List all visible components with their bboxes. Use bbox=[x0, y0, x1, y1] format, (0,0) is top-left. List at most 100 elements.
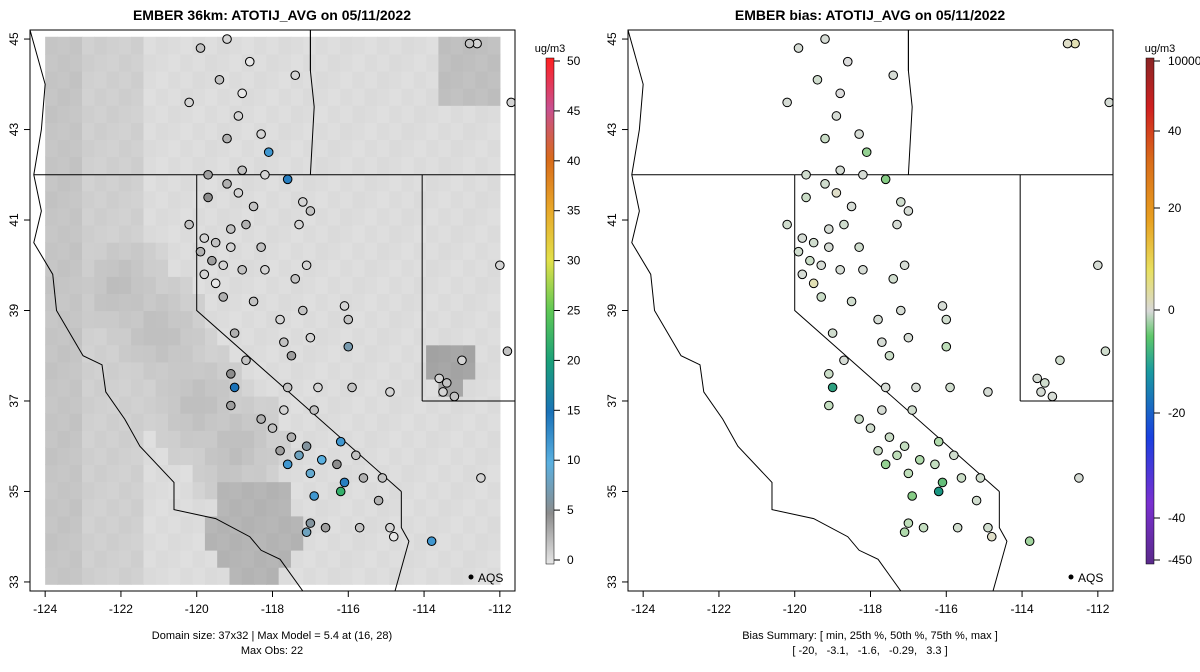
heatmap-cell bbox=[266, 498, 280, 517]
heatmap-cell bbox=[278, 36, 292, 55]
heatmap-cell bbox=[57, 122, 71, 141]
heatmap-cell bbox=[450, 498, 464, 517]
station-point bbox=[343, 314, 354, 325]
bias-point bbox=[880, 382, 891, 393]
heatmap-cell bbox=[82, 71, 95, 89]
heatmap-cell bbox=[254, 71, 267, 89]
heatmap-cell bbox=[426, 88, 439, 106]
heatmap-cell bbox=[438, 327, 452, 346]
heatmap-cell bbox=[290, 88, 304, 106]
heatmap-cell bbox=[45, 532, 59, 551]
heatmap-cell bbox=[82, 139, 95, 158]
heatmap-cell bbox=[204, 105, 218, 123]
bias-point bbox=[824, 369, 834, 379]
heatmap-cell bbox=[266, 344, 280, 363]
heatmap-cell bbox=[254, 378, 267, 397]
heatmap-cell bbox=[278, 53, 292, 72]
heatmap-cell bbox=[315, 242, 329, 260]
heatmap-cell bbox=[401, 327, 415, 346]
heatmap-cell bbox=[69, 498, 83, 517]
station-point bbox=[199, 233, 210, 243]
heatmap-cell bbox=[45, 498, 59, 517]
heatmap-cell bbox=[438, 567, 452, 585]
heatmap-cell bbox=[94, 464, 108, 483]
heatmap-cell bbox=[45, 105, 59, 123]
heatmap-cell bbox=[364, 447, 378, 466]
heatmap-cell bbox=[266, 105, 280, 123]
model-heatmap bbox=[45, 36, 501, 585]
station-point bbox=[263, 147, 274, 157]
heatmap-cell bbox=[401, 139, 415, 158]
bias-point bbox=[877, 337, 887, 347]
heatmap-cell bbox=[241, 447, 255, 466]
colorbar-label: 35 bbox=[567, 204, 581, 218]
heatmap-cell bbox=[413, 224, 427, 243]
station-point bbox=[203, 169, 213, 180]
heatmap-cell bbox=[131, 53, 145, 72]
heatmap-cell bbox=[192, 396, 206, 414]
heatmap-cell bbox=[254, 310, 267, 329]
heatmap-cell bbox=[45, 53, 59, 72]
heatmap-cell bbox=[475, 105, 489, 123]
heatmap-cell bbox=[82, 413, 95, 431]
station-point bbox=[218, 260, 229, 271]
heatmap-cell bbox=[45, 242, 59, 260]
bias-point bbox=[846, 201, 857, 212]
heatmap-cell bbox=[241, 71, 255, 89]
bias-point bbox=[903, 468, 914, 479]
heatmap-cell bbox=[376, 139, 390, 158]
heatmap-cell bbox=[204, 293, 218, 312]
heatmap-cell bbox=[438, 259, 452, 277]
heatmap-cell bbox=[462, 105, 476, 123]
heatmap-cell bbox=[192, 190, 206, 209]
heatmap-cell bbox=[69, 122, 83, 141]
heatmap-cell bbox=[487, 88, 501, 106]
heatmap-cell bbox=[475, 396, 489, 414]
heatmap-cell bbox=[57, 481, 71, 500]
heatmap-cell bbox=[57, 344, 71, 363]
heatmap-cell bbox=[155, 567, 169, 585]
heatmap-cell bbox=[180, 293, 194, 312]
caption-right-line1: Bias Summary: [ min, 25th %, 50th %, 75t… bbox=[742, 630, 998, 642]
heatmap-cell bbox=[303, 310, 317, 329]
heatmap-cell bbox=[438, 105, 452, 123]
station-point bbox=[316, 454, 327, 465]
heatmap-cell bbox=[303, 293, 317, 312]
heatmap-cell bbox=[229, 207, 243, 226]
heatmap-cell bbox=[340, 190, 353, 209]
heatmap-cell bbox=[69, 105, 83, 123]
heatmap-cell bbox=[413, 498, 427, 517]
heatmap-cell bbox=[168, 173, 181, 192]
station-point bbox=[282, 382, 293, 393]
bias-point bbox=[884, 432, 895, 442]
heatmap-cell bbox=[192, 361, 206, 380]
heatmap-cell bbox=[155, 156, 169, 175]
heatmap-cell bbox=[192, 567, 206, 585]
heatmap-cell bbox=[266, 173, 280, 192]
heatmap-cell bbox=[413, 549, 427, 568]
heatmap-cell bbox=[364, 139, 378, 158]
heatmap-cell bbox=[217, 378, 231, 397]
heatmap-cell bbox=[413, 344, 427, 363]
heatmap-cell bbox=[364, 515, 378, 534]
station-point bbox=[286, 432, 297, 442]
heatmap-cell bbox=[254, 36, 267, 55]
heatmap-cell bbox=[462, 53, 476, 72]
heatmap-cell bbox=[57, 515, 71, 534]
bias-point bbox=[835, 264, 845, 275]
heatmap-cell bbox=[57, 53, 71, 72]
heatmap-cell bbox=[290, 242, 304, 260]
heatmap-cell bbox=[352, 396, 366, 414]
heatmap-cell bbox=[106, 242, 120, 260]
heatmap-cell bbox=[106, 139, 120, 158]
bias-point bbox=[820, 34, 830, 44]
heatmap-cell bbox=[143, 327, 157, 346]
heatmap-cell bbox=[131, 310, 145, 329]
station-point bbox=[351, 450, 361, 461]
heatmap-cell bbox=[364, 276, 378, 294]
heatmap-cell bbox=[204, 430, 218, 448]
bias-point bbox=[808, 237, 819, 248]
heatmap-cell bbox=[118, 532, 132, 551]
station-point bbox=[457, 355, 467, 366]
station-point bbox=[358, 473, 369, 483]
